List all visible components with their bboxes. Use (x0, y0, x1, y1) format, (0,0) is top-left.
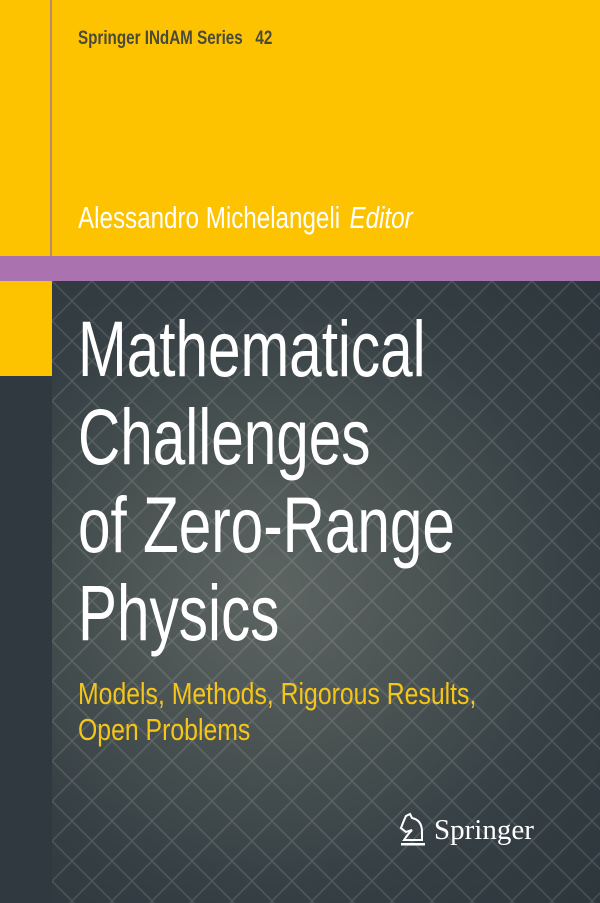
title-line: Challenges (78, 392, 371, 481)
publisher-name: Springer (434, 813, 534, 846)
book-subtitle: Models, Methods, Rigorous Results, Open … (78, 676, 476, 748)
subtitle-line: Open Problems (78, 712, 251, 747)
series-label: Springer INdAM Series 42 (78, 28, 273, 49)
top-panel (0, 0, 600, 256)
title-line: Mathematical (78, 304, 426, 393)
purple-band (0, 256, 600, 281)
knight-icon (399, 812, 425, 846)
subtitle-line: Models, Methods, Rigorous Results, (78, 676, 477, 711)
title-line: Physics (78, 568, 280, 657)
cover-image-panel (52, 281, 600, 903)
book-title: Mathematical Challenges of Zero-Range Ph… (78, 305, 455, 657)
editor-line: Alessandro Michelangeli Editor (78, 200, 413, 236)
background-pattern (52, 281, 600, 903)
yellow-strip (0, 281, 52, 376)
title-line: of Zero-Range (78, 480, 455, 569)
divider-line (50, 0, 52, 256)
left-dark-strip (0, 376, 52, 903)
editor-role: Editor (349, 200, 413, 235)
publisher-logo: Springer (398, 812, 534, 848)
editor-name: Alessandro Michelangeli (78, 200, 341, 235)
